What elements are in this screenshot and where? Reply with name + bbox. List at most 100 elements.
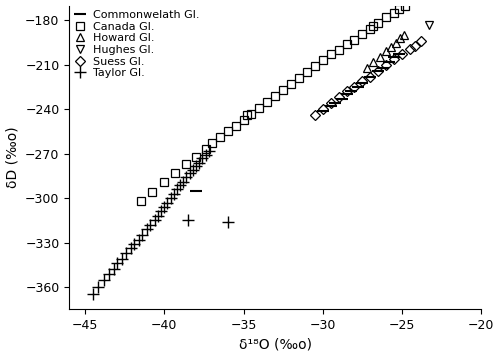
Canada Gl.	[375, 21, 381, 25]
Canada Gl.	[232, 124, 238, 128]
Canada Gl.	[224, 129, 230, 134]
Canada Gl.	[202, 147, 208, 151]
Suess Gl.	[418, 39, 424, 43]
Commonwelath Gl.	[354, 85, 360, 89]
Canada Gl.	[296, 76, 302, 80]
Taylor Gl.	[136, 237, 142, 242]
Suess Gl.	[328, 101, 334, 105]
Taylor Gl.	[202, 153, 208, 157]
Legend: Commonwelath Gl., Canada Gl., Howard Gl., Hughes Gl., Suess Gl., Taylor Gl.: Commonwelath Gl., Canada Gl., Howard Gl.…	[72, 8, 202, 81]
Taylor Gl.	[196, 160, 202, 165]
Canada Gl.	[360, 31, 366, 36]
Canada Gl.	[336, 48, 342, 52]
Commonwelath Gl.	[360, 80, 366, 85]
Taylor Gl.	[180, 180, 186, 184]
Canada Gl.	[138, 199, 143, 203]
Taylor Gl.	[118, 257, 124, 261]
Canada Gl.	[288, 82, 294, 86]
Commonwelath Gl.	[348, 89, 354, 94]
Taylor Gl.	[144, 227, 150, 231]
Line: Taylor Gl.: Taylor Gl.	[88, 145, 233, 300]
Canada Gl.	[248, 111, 254, 116]
Suess Gl.	[320, 107, 326, 111]
Taylor Gl.	[110, 267, 116, 271]
Suess Gl.	[391, 57, 397, 61]
Commonwelath Gl.	[386, 60, 392, 64]
Canada Gl.	[244, 113, 250, 117]
Taylor Gl.	[162, 205, 168, 209]
Taylor Gl.	[131, 242, 137, 246]
Canada Gl.	[162, 180, 168, 184]
Taylor Gl.	[90, 292, 96, 297]
Taylor Gl.	[174, 187, 180, 191]
Canada Gl.	[368, 27, 374, 31]
Suess Gl.	[407, 46, 413, 51]
Taylor Gl.	[184, 175, 190, 180]
Canada Gl.	[304, 70, 310, 74]
Howard Gl.	[383, 49, 389, 54]
Commonwelath Gl.	[368, 75, 374, 79]
Line: Suess Gl.: Suess Gl.	[312, 37, 424, 119]
Canada Gl.	[272, 94, 278, 98]
Suess Gl.	[399, 52, 405, 56]
Commonwelath Gl.	[328, 104, 334, 109]
Howard Gl.	[398, 36, 404, 40]
Canada Gl.	[320, 58, 326, 62]
Suess Gl.	[352, 85, 358, 89]
Taylor Gl.	[190, 168, 196, 172]
Taylor Gl.	[164, 200, 170, 205]
Taylor Gl.	[171, 191, 177, 196]
Canada Gl.	[402, 4, 408, 8]
Commonwelath Gl.	[344, 92, 349, 96]
Taylor Gl.	[147, 223, 153, 227]
Canada Gl.	[193, 155, 199, 159]
Howard Gl.	[388, 45, 394, 49]
Commonwelath Gl.	[339, 97, 345, 101]
Canada Gl.	[383, 15, 389, 20]
Taylor Gl.	[106, 271, 112, 276]
Suess Gl.	[360, 79, 366, 83]
Canada Gl.	[184, 162, 190, 166]
Commonwelath Gl.	[391, 55, 397, 60]
Y-axis label: δD (‰o): δD (‰o)	[6, 126, 20, 188]
Canada Gl.	[352, 37, 358, 42]
Taylor Gl.	[155, 214, 161, 218]
Taylor Gl.	[200, 156, 205, 160]
Suess Gl.	[344, 89, 349, 94]
Taylor Gl.	[177, 183, 183, 187]
Commonwelath Gl.	[193, 188, 199, 193]
Canada Gl.	[312, 64, 318, 69]
Howard Gl.	[392, 40, 398, 45]
Taylor Gl.	[168, 196, 173, 200]
Commonwelath Gl.	[375, 69, 381, 73]
X-axis label: δ¹⁸O (‰o): δ¹⁸O (‰o)	[238, 337, 312, 351]
Commonwelath Gl.	[380, 66, 386, 70]
Commonwelath Gl.	[332, 101, 338, 105]
Suess Gl.	[312, 113, 318, 117]
Taylor Gl.	[152, 218, 158, 222]
Canada Gl.	[256, 106, 262, 110]
Canada Gl.	[264, 100, 270, 104]
Commonwelath Gl.	[320, 109, 326, 113]
Taylor Gl.	[206, 149, 212, 153]
Taylor Gl.	[193, 164, 199, 168]
Canada Gl.	[240, 117, 246, 122]
Taylor Gl.	[185, 218, 191, 222]
Howard Gl.	[377, 55, 383, 60]
Canada Gl.	[172, 171, 178, 175]
Taylor Gl.	[139, 233, 145, 237]
Canada Gl.	[148, 190, 154, 194]
Canada Gl.	[370, 24, 376, 29]
Suess Gl.	[375, 69, 381, 73]
Howard Gl.	[364, 66, 370, 70]
Taylor Gl.	[101, 277, 107, 282]
Canada Gl.	[209, 141, 215, 145]
Canada Gl.	[328, 52, 334, 56]
Line: Canada Gl.: Canada Gl.	[136, 1, 409, 205]
Taylor Gl.	[94, 285, 100, 289]
Taylor Gl.	[124, 251, 130, 255]
Taylor Gl.	[224, 220, 230, 224]
Taylor Gl.	[114, 261, 120, 265]
Suess Gl.	[336, 95, 342, 100]
Line: Commonwelath Gl.: Commonwelath Gl.	[190, 49, 404, 196]
